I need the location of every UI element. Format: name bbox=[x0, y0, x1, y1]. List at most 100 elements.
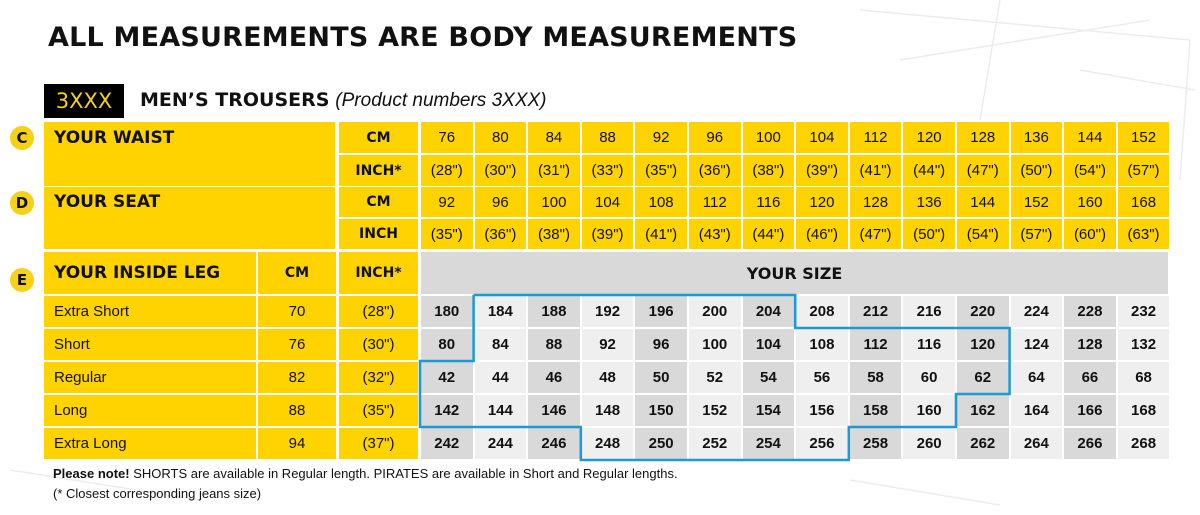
seat-inch-value: (44") bbox=[742, 219, 795, 249]
leg-row-inch: (28") bbox=[339, 296, 418, 327]
size-cell: 242 bbox=[421, 428, 473, 459]
size-cell: 160 bbox=[903, 395, 955, 426]
seat-cm-value: 116 bbox=[742, 187, 795, 217]
size-cell: 262 bbox=[957, 428, 1009, 459]
seat-label: YOUR SEAT bbox=[44, 187, 335, 249]
size-cell: 124 bbox=[1010, 329, 1063, 360]
size-cell: 220 bbox=[957, 296, 1009, 327]
seat-cm-label: CM bbox=[339, 187, 418, 217]
waist-inch-value: (31") bbox=[528, 155, 580, 186]
waist-cm-value: 76 bbox=[421, 122, 473, 153]
note-line-1: Please note! SHORTS are available in Reg… bbox=[53, 464, 678, 484]
waist-inch-value: (36") bbox=[689, 155, 741, 186]
waist-inch-value: (28") bbox=[421, 155, 473, 186]
waist-cm-label: CM bbox=[339, 122, 418, 153]
note-text: SHORTS are available in Regular length. … bbox=[129, 466, 678, 481]
waist-cm-value: 104 bbox=[796, 122, 848, 153]
seat-inch-value: (38") bbox=[528, 219, 580, 249]
size-cell: 216 bbox=[903, 296, 955, 327]
seat-cm-value: 104 bbox=[581, 187, 634, 217]
size-cell: 248 bbox=[581, 428, 634, 459]
size-cell: 64 bbox=[1010, 362, 1063, 393]
size-cell: 260 bbox=[903, 428, 955, 459]
seat-cm-value: 144 bbox=[957, 187, 1009, 217]
size-cell: 268 bbox=[1117, 428, 1170, 459]
seat-inch-value: (54") bbox=[957, 219, 1009, 249]
seat-inch-value: (39") bbox=[581, 219, 634, 249]
size-cell: 266 bbox=[1064, 428, 1116, 459]
seat-inch-value: (63") bbox=[1117, 219, 1170, 249]
size-cell: 142 bbox=[421, 395, 473, 426]
size-cell: 128 bbox=[1064, 329, 1116, 360]
size-cell: 68 bbox=[1117, 362, 1170, 393]
size-cell: 54 bbox=[742, 362, 795, 393]
waist-cm-value: 84 bbox=[528, 122, 580, 153]
seat-inch-value: (50") bbox=[903, 219, 955, 249]
size-cell: 228 bbox=[1064, 296, 1116, 327]
seat-cm-value: 96 bbox=[474, 187, 527, 217]
size-cell: 56 bbox=[796, 362, 848, 393]
size-cell: 246 bbox=[528, 428, 580, 459]
size-cell: 58 bbox=[849, 362, 902, 393]
seat-cm-value: 112 bbox=[689, 187, 741, 217]
leg-row-cm: 94 bbox=[258, 428, 336, 459]
footer-notes: Please note! SHORTS are available in Reg… bbox=[53, 464, 678, 504]
size-cell: 264 bbox=[1010, 428, 1063, 459]
size-cell: 180 bbox=[421, 296, 473, 327]
waist-inch-value: (50") bbox=[1010, 155, 1063, 186]
waist-inch-value: (30") bbox=[474, 155, 527, 186]
waist-inch-label: INCH* bbox=[339, 155, 418, 186]
size-cell: 158 bbox=[849, 395, 902, 426]
seat-inch-value: (46") bbox=[796, 219, 848, 249]
size-cell: 156 bbox=[796, 395, 848, 426]
waist-cm-value: 100 bbox=[742, 122, 795, 153]
size-cell: 154 bbox=[742, 395, 795, 426]
product-badge: 3XXX bbox=[44, 84, 124, 118]
size-cell: 192 bbox=[581, 296, 634, 327]
waist-inch-value: (54") bbox=[1064, 155, 1116, 186]
waist-inch-value: (35") bbox=[635, 155, 687, 186]
size-cell: 252 bbox=[689, 428, 741, 459]
note-bold: Please note! bbox=[53, 466, 130, 481]
size-cell: 232 bbox=[1117, 296, 1170, 327]
size-cell: 60 bbox=[903, 362, 955, 393]
seat-cm-value: 108 bbox=[635, 187, 687, 217]
waist-inch-value: (57") bbox=[1117, 155, 1170, 186]
seat-cm-value: 92 bbox=[421, 187, 473, 217]
page-title: ALL MEASUREMENTS ARE BODY MEASUREMENTS bbox=[48, 22, 798, 53]
waist-cm-value: 120 bbox=[903, 122, 955, 153]
leg-row-name: Extra Short bbox=[44, 296, 256, 327]
seat-inch-value: (36") bbox=[474, 219, 527, 249]
chart-subtitle: MEN’S TROUSERS (Product numbers 3XXX) bbox=[140, 88, 547, 112]
size-cell: 164 bbox=[1010, 395, 1063, 426]
size-cell: 44 bbox=[474, 362, 527, 393]
waist-cm-value: 136 bbox=[1010, 122, 1063, 153]
waist-inch-value: (38") bbox=[742, 155, 795, 186]
size-cell: 224 bbox=[1010, 296, 1063, 327]
waist-cm-value: 152 bbox=[1117, 122, 1170, 153]
leg-inch-label: INCH* bbox=[339, 252, 418, 294]
size-cell: 50 bbox=[635, 362, 687, 393]
size-cell: 80 bbox=[421, 329, 473, 360]
size-cell: 42 bbox=[421, 362, 473, 393]
size-cell: 96 bbox=[635, 329, 687, 360]
waist-cm-value: 80 bbox=[474, 122, 527, 153]
size-cell: 166 bbox=[1064, 395, 1116, 426]
size-cell: 208 bbox=[796, 296, 848, 327]
seat-inch-value: (43") bbox=[689, 219, 741, 249]
size-cell: 100 bbox=[689, 329, 741, 360]
subtitle-detail: (Product numbers 3XXX) bbox=[335, 90, 547, 111]
size-cell: 254 bbox=[742, 428, 795, 459]
seat-inch-value: (57") bbox=[1010, 219, 1063, 249]
leg-row-name: Long bbox=[44, 395, 256, 426]
leg-row-cm: 88 bbox=[258, 395, 336, 426]
size-cell: 150 bbox=[635, 395, 687, 426]
waist-inch-value: (44") bbox=[903, 155, 955, 186]
size-cell: 84 bbox=[474, 329, 527, 360]
leg-row-inch: (37") bbox=[339, 428, 418, 459]
size-cell: 244 bbox=[474, 428, 527, 459]
size-cell: 148 bbox=[581, 395, 634, 426]
size-cell: 108 bbox=[796, 329, 848, 360]
leg-row-cm: 82 bbox=[258, 362, 336, 393]
waist-cm-value: 92 bbox=[635, 122, 687, 153]
